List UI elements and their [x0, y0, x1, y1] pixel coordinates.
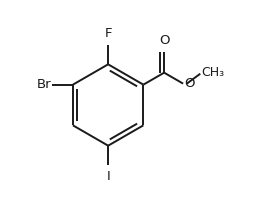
Text: CH₃: CH₃	[201, 66, 224, 79]
Text: Br: Br	[36, 78, 51, 91]
Text: O: O	[159, 34, 170, 47]
Text: O: O	[184, 77, 195, 90]
Text: I: I	[106, 170, 110, 183]
Text: F: F	[104, 27, 112, 40]
